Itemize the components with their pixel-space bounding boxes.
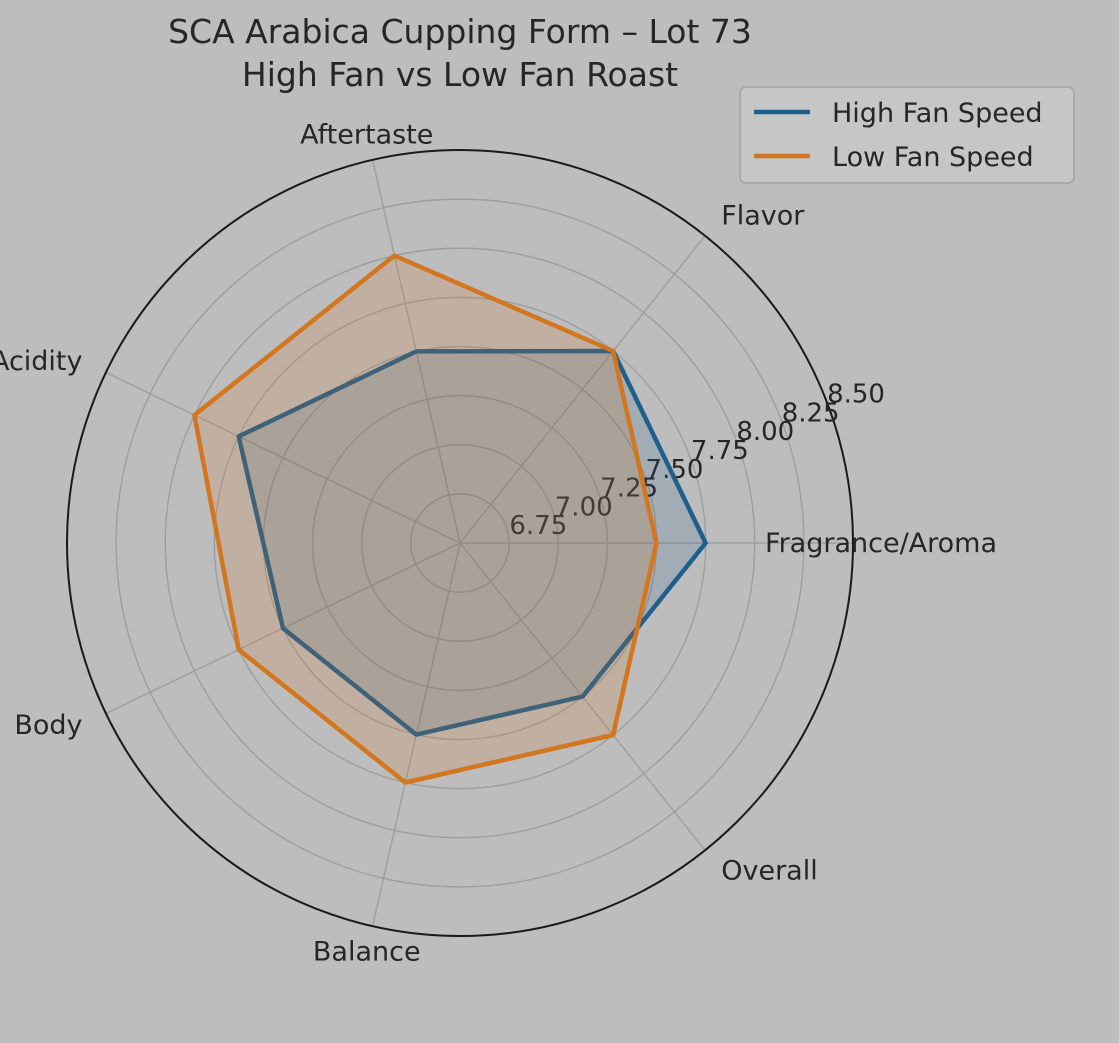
category-label: Fragrance/Aroma: [765, 528, 997, 559]
category-label: Body: [14, 710, 82, 741]
category-label: Flavor: [721, 200, 805, 231]
category-label: Acidity: [0, 346, 83, 377]
legend-label: Low Fan Speed: [832, 142, 1034, 173]
radial-tick-label: 8.00: [736, 417, 794, 447]
radial-tick-label: 7.00: [555, 492, 613, 522]
grid-spoke: [105, 371, 461, 544]
series-line-0: [236, 348, 708, 737]
polar-frame: [66, 149, 854, 937]
chart-subtitle: High Fan vs Low Fan Roast: [242, 55, 678, 94]
radial-tick-label: 8.25: [782, 398, 840, 428]
grid-spoke: [459, 235, 706, 544]
legend-box: [739, 86, 1075, 184]
series-line-1: [192, 253, 659, 785]
series-fill-1: [194, 255, 657, 783]
series-layer: [192, 253, 708, 785]
radial-tick-label: 7.75: [691, 436, 749, 466]
category-label: Balance: [313, 936, 421, 967]
chart-title: SCA Arabica Cupping Form – Lot 73: [168, 12, 752, 51]
title-group: SCA Arabica Cupping Form – Lot 73 High F…: [168, 12, 752, 94]
series-fill-0: [238, 351, 706, 735]
category-label: Overall: [721, 856, 818, 887]
axis-label-layer: Fragrance/Aroma Flavor Aftertaste Acidity Bo…: [0, 120, 997, 968]
radial-tick-label: 8.50: [827, 380, 885, 410]
legend: High Fan Speed Low Fan Speed: [739, 86, 1075, 184]
legend-label: High Fan Speed: [832, 98, 1043, 129]
radial-tick-label: 6.75: [509, 511, 567, 541]
category-label: Aftertaste: [300, 120, 433, 151]
